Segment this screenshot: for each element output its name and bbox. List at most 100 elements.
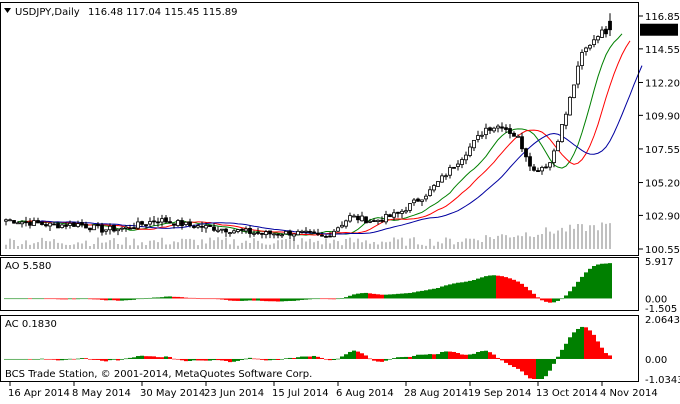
candle-body (232, 230, 236, 234)
ac-bar-up (476, 351, 480, 359)
candle-body (488, 127, 492, 131)
candle-body (508, 128, 512, 134)
ac-bar-up (484, 350, 488, 359)
symbol-dropdown-icon[interactable] (4, 8, 11, 13)
ac-bar-down (316, 356, 320, 359)
ac-bar-up (192, 358, 196, 361)
ao-bar-up (156, 297, 160, 299)
ac-bar-up (124, 358, 128, 360)
candle-body (140, 221, 144, 225)
candle-body (180, 220, 184, 227)
ao-bar-up (468, 280, 472, 299)
ao-bar-down (504, 277, 508, 299)
ao-bar-up (452, 283, 456, 299)
candle-body (292, 233, 296, 237)
candle-body (592, 39, 596, 45)
candle-body (104, 229, 108, 232)
time-axis-label: 8 May 2014 (72, 388, 131, 399)
ao-bar-down (512, 279, 516, 299)
ac-bar-down (320, 357, 324, 359)
candle-body (364, 216, 368, 224)
ao-bar-down (372, 293, 376, 299)
ao-bar-up (444, 285, 448, 299)
candle-body (372, 220, 376, 222)
ao-bar-up (68, 298, 72, 300)
ac-bar-up (396, 357, 400, 359)
ao-bar-up (424, 290, 428, 299)
ao-bar-up (456, 282, 460, 299)
candle-body (540, 167, 544, 172)
ac-bar-up (576, 328, 580, 359)
ac-bar-up (536, 358, 540, 379)
ao-bar-down (196, 298, 200, 299)
ac-bar-up (108, 358, 112, 361)
ac-bar-up (240, 358, 244, 360)
candle-body (452, 166, 456, 169)
ac-bar-down (104, 358, 108, 362)
ac-bar-up (400, 357, 404, 359)
time-axis-label: 28 Aug 2014 (404, 388, 468, 399)
candle-body (48, 222, 52, 227)
candle-body (572, 84, 576, 99)
ac-bar-down (176, 358, 180, 360)
ac-bar-down (380, 358, 384, 362)
ao-bar-down (516, 281, 520, 299)
ac-bar-up (352, 350, 356, 359)
ac-bar-down (260, 358, 264, 360)
ao-bar-up (164, 296, 168, 299)
candle-body (264, 231, 268, 236)
ao-bar-down (100, 298, 104, 300)
ao-bar-up (344, 297, 348, 299)
ac-axis-label: 0.00 (645, 355, 667, 366)
time-axis-label: 6 Aug 2014 (336, 388, 394, 399)
candle-body (392, 212, 396, 218)
ac-bar-down (156, 357, 160, 359)
ao-bar-up (460, 282, 464, 299)
ac-bar-up (24, 358, 28, 360)
ao-bar-down (96, 298, 100, 300)
candle-body (12, 220, 16, 224)
ac-bar-up (304, 356, 308, 359)
candle-body (428, 189, 432, 196)
ac-axis-label: -1.0343 (645, 375, 680, 386)
ac-bar-up (564, 343, 568, 359)
ac-bar-up (404, 356, 408, 359)
candle-body (276, 233, 280, 236)
ao-bar-up (428, 289, 432, 299)
candle-body (444, 175, 448, 178)
ao-bar-up (552, 298, 556, 303)
candle-body (420, 199, 424, 202)
ao-bar-up (436, 288, 440, 299)
candle-body (504, 127, 508, 130)
candle-body (384, 213, 388, 223)
ac-bar-up (112, 358, 116, 360)
candle-body (332, 230, 336, 238)
candle-body (400, 210, 404, 214)
ac-bar-down (608, 355, 612, 359)
price-pane-frame (0, 2, 639, 256)
ao-bar-up (404, 293, 408, 299)
ac-bar-up (412, 355, 416, 359)
ac-bar-up (556, 356, 560, 359)
candle-body (256, 232, 260, 234)
ao-bar-down (324, 298, 328, 300)
ac-axis-label: 2.0643 (645, 315, 680, 326)
ac-bar-up (296, 357, 300, 359)
price-axis-label: 100.55 (645, 245, 680, 256)
ao-bar-up (280, 298, 284, 302)
ao-bar-up (300, 298, 304, 300)
ac-bar-down (520, 358, 524, 372)
candle-body (388, 214, 392, 218)
ac-bar-down (168, 356, 172, 359)
candle-body (544, 166, 548, 169)
ac-bar-down (56, 358, 60, 361)
ac-bar-up (312, 355, 316, 359)
ac-bar-down (92, 358, 96, 360)
candle-body (296, 230, 300, 236)
ao-bar-down (112, 298, 116, 301)
ac-bar-up (76, 358, 80, 360)
ac-bar-down (508, 358, 512, 366)
ao-bar-down (220, 298, 224, 300)
ac-bar-up (336, 358, 340, 360)
ao-title: AO 5.580 (5, 261, 51, 272)
